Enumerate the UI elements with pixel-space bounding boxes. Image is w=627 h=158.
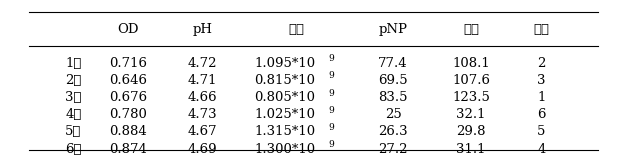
Text: 25: 25	[385, 108, 401, 121]
Text: 9: 9	[329, 88, 334, 97]
Text: 1.300*10: 1.300*10	[255, 143, 315, 155]
Text: 0.646: 0.646	[109, 74, 147, 87]
Text: 4.67: 4.67	[188, 125, 218, 138]
Text: 9: 9	[329, 54, 334, 63]
Text: 5: 5	[537, 125, 545, 138]
Text: 108.1: 108.1	[452, 57, 490, 70]
Text: 83.5: 83.5	[378, 91, 408, 104]
Text: 0.874: 0.874	[109, 143, 147, 155]
Text: 9: 9	[329, 71, 334, 80]
Text: 1.095*10: 1.095*10	[255, 57, 315, 70]
Text: 9: 9	[329, 106, 334, 115]
Text: 2: 2	[537, 57, 545, 70]
Text: 1: 1	[537, 91, 545, 104]
Text: 0.884: 0.884	[109, 125, 147, 138]
Text: 4.73: 4.73	[188, 108, 218, 121]
Text: 0.716: 0.716	[109, 57, 147, 70]
Text: 순위: 순위	[534, 23, 549, 36]
Text: 77.4: 77.4	[378, 57, 408, 70]
Text: 0.780: 0.780	[109, 108, 147, 121]
Text: 6번: 6번	[65, 143, 82, 155]
Text: 0.676: 0.676	[108, 91, 147, 104]
Text: 0.815*10: 0.815*10	[255, 74, 315, 87]
Text: OD: OD	[117, 23, 139, 36]
Text: 32.1: 32.1	[456, 108, 486, 121]
Text: 1.025*10: 1.025*10	[255, 108, 315, 121]
Text: 29.8: 29.8	[456, 125, 486, 138]
Text: 3번: 3번	[65, 91, 82, 104]
Text: 균수: 균수	[288, 23, 304, 36]
Text: 역가: 역가	[463, 23, 479, 36]
Text: 6: 6	[537, 108, 545, 121]
Text: 1번: 1번	[65, 57, 82, 70]
Text: 9: 9	[329, 123, 334, 132]
Text: 4번: 4번	[65, 108, 82, 121]
Text: 31.1: 31.1	[456, 143, 486, 155]
Text: 4.66: 4.66	[188, 91, 218, 104]
Text: 4.69: 4.69	[188, 143, 218, 155]
Text: 26.3: 26.3	[378, 125, 408, 138]
Text: 4.72: 4.72	[188, 57, 218, 70]
Text: 4.71: 4.71	[188, 74, 218, 87]
Text: pNP: pNP	[379, 23, 408, 36]
Text: pH: pH	[192, 23, 213, 36]
Text: 1.315*10: 1.315*10	[255, 125, 315, 138]
Text: 9: 9	[329, 140, 334, 149]
Text: 27.2: 27.2	[378, 143, 408, 155]
Text: 0.805*10: 0.805*10	[255, 91, 315, 104]
Text: 69.5: 69.5	[378, 74, 408, 87]
Text: 107.6: 107.6	[452, 74, 490, 87]
Text: 2번: 2번	[65, 74, 82, 87]
Text: 4: 4	[537, 143, 545, 155]
Text: 5번: 5번	[65, 125, 82, 138]
Text: 123.5: 123.5	[452, 91, 490, 104]
Text: 3: 3	[537, 74, 545, 87]
